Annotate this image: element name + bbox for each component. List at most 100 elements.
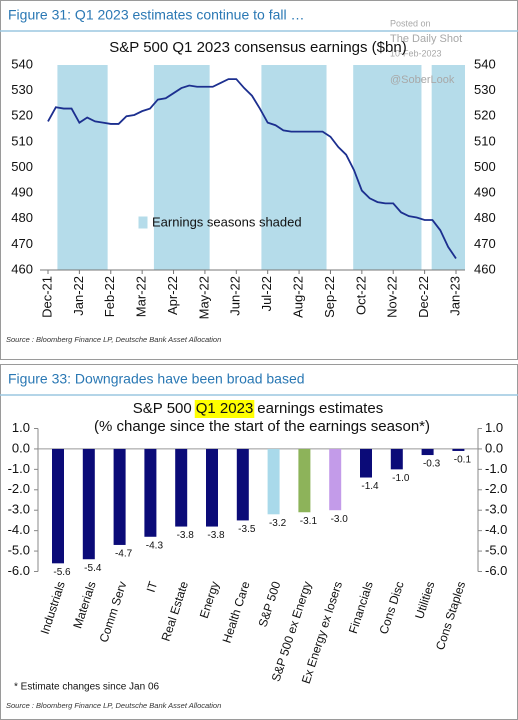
y-tick-label: 460 <box>11 261 33 276</box>
y-tick-label: 470 <box>11 236 33 251</box>
y2-tick-label: 520 <box>474 108 496 123</box>
bar <box>390 448 403 470</box>
y2-tick-label: 540 <box>474 56 496 71</box>
y-tick-label: -1.0 <box>8 461 30 476</box>
bar <box>267 448 280 515</box>
bar <box>421 448 434 456</box>
x-tick-label: Materials <box>70 580 98 631</box>
x-tick-label: Oct-22 <box>353 276 368 315</box>
y2-tick-label: 470 <box>474 236 496 251</box>
value-label: -3.0 <box>331 514 349 525</box>
x-tick-label: May-22 <box>196 276 211 319</box>
y2-tick-label: -2.0 <box>485 481 507 496</box>
value-label: -3.1 <box>300 516 318 527</box>
season-shade <box>153 65 210 270</box>
value-label: -3.2 <box>269 518 287 529</box>
season-shade <box>431 65 465 270</box>
y-tick-label: 0.0 <box>12 440 30 455</box>
y2-tick-label: -6.0 <box>485 563 507 578</box>
x-tick-label: Sep-22 <box>322 276 337 318</box>
value-label: -0.1 <box>454 455 472 466</box>
x-tick-label: Dec-22 <box>416 276 431 318</box>
watermark: Posted on <box>390 18 431 28</box>
chart-title: earnings estimates <box>257 400 383 417</box>
y-tick-label: 510 <box>11 133 33 148</box>
y-tick-label: -4.0 <box>8 522 30 537</box>
value-label: -3.5 <box>238 524 256 535</box>
source: Source : Bloomberg Finance LP, Deutsche … <box>6 335 221 344</box>
bar <box>52 448 64 564</box>
x-tick-label: Real Estate <box>159 579 192 643</box>
y-tick-label: -3.0 <box>8 502 30 517</box>
y2-tick-label: 500 <box>474 159 496 174</box>
y-tick-label: 540 <box>11 56 33 71</box>
x-tick-label: Apr-22 <box>165 276 180 315</box>
bar <box>452 448 465 451</box>
footnote: * Estimate changes since Jan 06 <box>14 682 160 693</box>
y2-tick-label: 0.0 <box>485 440 503 455</box>
y-tick-label: 480 <box>11 210 33 225</box>
y-tick-label: 500 <box>11 159 33 174</box>
y-tick-label: 490 <box>11 185 33 200</box>
value-label: -3.8 <box>207 530 225 541</box>
chart-title: S&P 500 Q1 2023 consensus earnings ($bn) <box>109 39 406 56</box>
value-label: -5.4 <box>84 563 102 574</box>
x-tick-label: S&P 500 <box>256 579 284 628</box>
y2-tick-label: 1.0 <box>485 420 503 435</box>
x-tick-label: Financials <box>346 580 376 636</box>
bar <box>144 448 157 537</box>
x-tick-label: Energy <box>197 580 222 620</box>
bar <box>236 448 249 521</box>
bar <box>360 448 372 478</box>
value-label: -4.7 <box>115 549 133 560</box>
y-tick-label: -5.0 <box>8 543 30 558</box>
x-tick-label: Utilities <box>412 580 437 621</box>
value-label: -1.4 <box>361 481 379 492</box>
y-tick-label: 1.0 <box>12 420 30 435</box>
earnings-line <box>47 78 457 259</box>
annotation-swatch <box>137 215 149 230</box>
y2-tick-label: 510 <box>474 133 496 148</box>
title-highlight <box>194 400 255 418</box>
bar <box>175 448 188 527</box>
figure-label: Figure 31: Q1 2023 estimates continue to… <box>8 7 305 23</box>
chart-title: Q1 2023 <box>196 400 254 417</box>
x-tick-label: Feb-22 <box>102 276 117 317</box>
x-tick-label: Cons Disc <box>376 580 406 636</box>
figure-label: Figure 33: Downgrades have been broad ba… <box>8 371 305 387</box>
season-shade <box>353 65 422 270</box>
bar <box>329 448 342 511</box>
y2-tick-label: -3.0 <box>485 502 507 517</box>
x-tick-label: Nov-22 <box>385 276 400 318</box>
x-tick-label: Aug-22 <box>291 276 306 318</box>
value-label: -1.0 <box>392 473 410 484</box>
y2-tick-label: -5.0 <box>485 543 507 558</box>
watermark: 10-Feb-2023 <box>390 48 442 58</box>
source: Source : Bloomberg Finance LP, Deutsche … <box>6 701 221 710</box>
chart-subtitle: (% change since the start of the earning… <box>94 418 430 435</box>
x-tick-label: Cons Staples <box>433 580 468 652</box>
value-label: -0.3 <box>423 459 441 470</box>
y-tick-label: -6.0 <box>8 563 30 578</box>
bar <box>206 448 218 527</box>
annotation: Earnings seasons shaded <box>152 214 302 229</box>
x-tick-label: Jan-23 <box>447 276 462 316</box>
chart-title: S&P 500 <box>133 400 192 417</box>
watermark: @SoberLook <box>390 74 455 86</box>
season-shade <box>261 65 327 270</box>
value-label: -3.8 <box>177 530 195 541</box>
value-label: -4.3 <box>146 540 164 551</box>
y-tick-label: 520 <box>11 108 33 123</box>
x-tick-label: Industrials <box>38 580 68 636</box>
bar <box>298 448 311 513</box>
x-tick-label: Dec-21 <box>39 276 54 318</box>
y2-tick-label: 480 <box>474 210 496 225</box>
y2-tick-label: -1.0 <box>485 461 507 476</box>
y-tick-label: -2.0 <box>8 481 30 496</box>
y2-tick-label: -4.0 <box>485 522 507 537</box>
watermark: The Daily Shot <box>390 33 462 45</box>
y-tick-label: 530 <box>11 82 33 97</box>
x-tick-label: IT <box>144 579 161 594</box>
x-tick-label: Jul-22 <box>259 276 274 311</box>
bar <box>113 448 126 545</box>
